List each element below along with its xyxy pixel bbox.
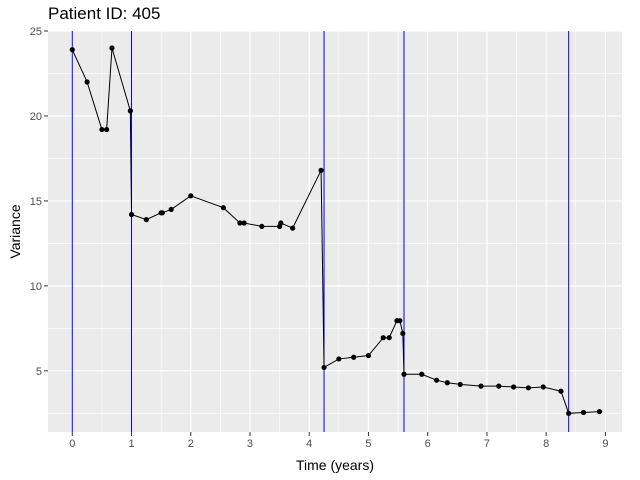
data-point xyxy=(401,371,407,377)
series-group xyxy=(69,45,603,416)
y-tick-label: 25 xyxy=(30,26,42,38)
data-point xyxy=(496,383,502,389)
data-point xyxy=(237,220,243,226)
data-point xyxy=(259,223,265,230)
data-point xyxy=(510,384,517,390)
y-tick-label: 10 xyxy=(30,281,42,293)
data-point xyxy=(321,364,327,371)
data-point xyxy=(558,388,564,394)
y-axis-title: Variance xyxy=(7,204,23,258)
x-axis-title: Time (years) xyxy=(296,457,374,473)
data-point xyxy=(596,409,603,415)
data-point xyxy=(318,167,324,173)
data-point xyxy=(127,108,133,114)
data-point xyxy=(419,371,425,377)
data-point xyxy=(580,409,587,416)
x-tick-label: 8 xyxy=(543,438,549,450)
data-point xyxy=(168,206,174,213)
data-point xyxy=(400,330,406,337)
data-point xyxy=(457,381,463,388)
data-point xyxy=(478,383,484,389)
data-point xyxy=(444,380,450,386)
data-point xyxy=(104,126,110,133)
data-point xyxy=(241,220,247,226)
y-tick-label: 5 xyxy=(36,366,42,378)
grid-minor xyxy=(48,31,622,432)
x-tick-label: 5 xyxy=(365,438,371,450)
data-point xyxy=(128,211,135,218)
x-tick-label: 3 xyxy=(247,438,253,450)
x-tick-label: 4 xyxy=(306,438,312,450)
y-axis: 5 10 15 20 25 xyxy=(30,26,48,378)
data-point xyxy=(566,410,572,416)
x-axis: 0 1 2 3 4 5 6 7 8 9 xyxy=(69,432,608,450)
x-tick-label: 0 xyxy=(69,438,75,450)
data-point xyxy=(159,210,165,216)
data-point xyxy=(351,354,357,360)
x-tick-label: 1 xyxy=(128,438,134,450)
data-point xyxy=(84,79,90,85)
data-point xyxy=(188,193,194,199)
x-tick-label: 9 xyxy=(602,438,608,450)
y-tick-label: 15 xyxy=(30,196,42,208)
data-point xyxy=(380,335,386,341)
data-point xyxy=(365,352,372,359)
y-tick-label: 20 xyxy=(30,111,42,123)
data-point xyxy=(220,205,226,211)
x-tick-label: 6 xyxy=(425,438,431,450)
chart-title: Patient ID: 405 xyxy=(48,4,161,23)
data-point xyxy=(290,225,296,231)
plot-panel xyxy=(48,31,622,432)
data-point xyxy=(336,356,342,362)
data-point xyxy=(143,217,149,223)
data-point xyxy=(397,318,403,324)
data-point xyxy=(525,385,532,391)
data-point xyxy=(433,377,440,383)
x-tick-label: 7 xyxy=(484,438,490,450)
x-tick-label: 2 xyxy=(188,438,194,450)
data-point xyxy=(69,47,75,53)
data-point xyxy=(540,384,546,390)
data-point xyxy=(386,335,392,341)
data-point xyxy=(99,126,105,133)
data-point xyxy=(278,220,284,226)
data-point xyxy=(109,45,115,51)
